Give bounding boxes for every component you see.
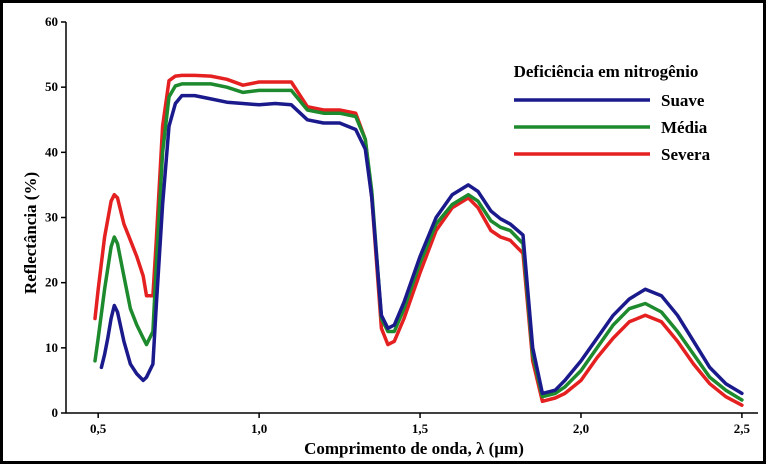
y-tick-label: 30	[45, 210, 58, 225]
y-tick-label: 60	[45, 14, 58, 29]
x-tick-label: 1,5	[412, 421, 429, 436]
y-tick-label: 0	[52, 405, 59, 420]
y-axis-title: Reflectância (%)	[21, 172, 40, 294]
series-line-media	[93, 82, 744, 402]
y-tick-label: 50	[45, 79, 58, 94]
legend-label: Severa	[661, 145, 711, 164]
legend-label: Suave	[661, 91, 705, 110]
axes: 0 10 20 30 40 50 60 0,5 1,0 1,5 2,0 2,5	[45, 14, 758, 436]
legend: Deficiência em nitrogênio Suave Média Seve…	[514, 62, 711, 164]
legend-items: Suave Média Severa	[514, 91, 711, 164]
series-line-severa	[93, 73, 744, 407]
x-tick-label: 2,5	[734, 421, 751, 436]
x-axis-title: Comprimento de onda, λ (µm)	[304, 439, 524, 458]
x-ticks: 0,5 1,0 1,5 2,0 2,5	[90, 413, 751, 436]
legend-label: Média	[661, 118, 708, 137]
y-tick-label: 40	[45, 144, 58, 159]
series-line-suave	[99, 93, 744, 396]
x-tick-label: 1,0	[251, 421, 267, 436]
y-tick-label: 10	[45, 340, 58, 355]
y-ticks: 0 10 20 30 40 50 60	[45, 14, 66, 420]
x-tick-label: 0,5	[90, 421, 107, 436]
x-tick-label: 2,0	[573, 421, 589, 436]
legend-title: Deficiência em nitrogênio	[514, 62, 699, 81]
y-tick-label: 20	[45, 275, 58, 290]
series-lines	[93, 73, 744, 407]
